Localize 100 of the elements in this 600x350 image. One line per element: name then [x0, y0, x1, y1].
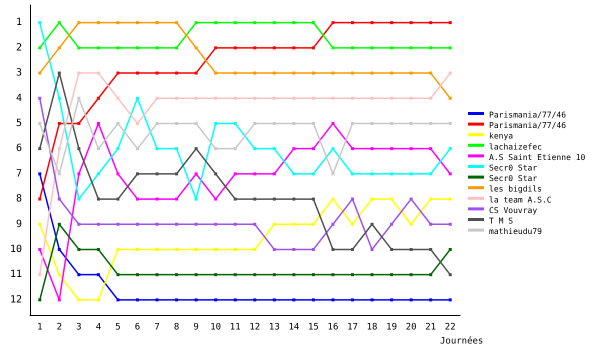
point	[429, 273, 432, 276]
point	[351, 72, 354, 75]
x-tick-label: 1	[37, 322, 42, 332]
point	[292, 298, 296, 302]
point	[292, 198, 296, 201]
point	[116, 72, 120, 75]
x-tick-label: 2	[56, 322, 62, 332]
point	[234, 147, 237, 150]
point	[253, 122, 256, 125]
point	[410, 147, 413, 150]
legend-label: lachaizefec	[489, 142, 542, 152]
point	[77, 72, 80, 75]
point	[253, 46, 256, 50]
point	[116, 172, 120, 176]
point	[272, 21, 276, 24]
y-tick-label: 3	[16, 68, 22, 79]
point	[234, 21, 237, 24]
point	[234, 72, 237, 75]
point	[77, 273, 80, 276]
point	[234, 96, 237, 100]
point	[253, 198, 256, 201]
point	[448, 96, 452, 100]
y-tick-label: 1	[16, 17, 22, 28]
point	[370, 96, 374, 100]
point	[214, 46, 218, 50]
point	[272, 72, 276, 75]
point	[96, 147, 100, 150]
point	[96, 273, 100, 276]
point	[448, 21, 452, 24]
point	[156, 298, 159, 302]
x-tick-label: 4	[96, 322, 102, 332]
x-tick-label: 12	[249, 322, 260, 332]
point	[351, 46, 354, 50]
point	[116, 248, 120, 251]
point	[214, 222, 218, 226]
y-tick-label: 6	[16, 143, 22, 154]
point	[429, 222, 432, 226]
point	[38, 96, 42, 100]
point	[312, 147, 315, 150]
point	[156, 222, 159, 226]
point	[390, 21, 394, 24]
y-tick-label: 10	[10, 244, 22, 255]
point	[77, 96, 80, 100]
point	[253, 248, 256, 251]
point	[312, 222, 315, 226]
point	[448, 198, 452, 201]
point	[272, 46, 276, 50]
point	[194, 172, 198, 176]
point	[136, 147, 139, 150]
legend-label: Parismania/77/46	[489, 110, 566, 120]
line-series	[38, 21, 452, 100]
point	[77, 248, 80, 251]
x-tick-label: 8	[174, 322, 180, 332]
point	[351, 21, 354, 24]
point	[351, 222, 354, 226]
point	[116, 46, 120, 50]
point	[175, 273, 178, 276]
point	[390, 96, 394, 100]
legend-label: les bigdils	[489, 184, 542, 194]
x-tick-label: 16	[328, 322, 338, 332]
legend-label: T M S	[489, 216, 514, 226]
point	[253, 273, 256, 276]
point	[136, 273, 139, 276]
point	[292, 222, 296, 226]
y-tick-label: 8	[16, 194, 22, 205]
point	[214, 96, 218, 100]
point	[175, 248, 178, 251]
point	[312, 72, 315, 75]
x-tick-label: 5	[115, 322, 121, 332]
point	[214, 298, 218, 302]
point	[58, 21, 61, 24]
point	[410, 122, 413, 125]
point	[370, 147, 374, 150]
point	[116, 222, 120, 226]
point	[351, 273, 354, 276]
point	[194, 21, 198, 24]
point	[312, 21, 315, 24]
point	[38, 298, 42, 302]
point	[38, 72, 42, 75]
point	[253, 222, 256, 226]
point	[390, 198, 394, 201]
legend-label: CS Vouvray	[489, 206, 538, 215]
point	[351, 172, 354, 176]
line-series	[38, 72, 452, 276]
point	[156, 248, 159, 251]
point	[312, 122, 315, 125]
point	[410, 248, 413, 251]
point	[38, 273, 42, 276]
point	[116, 198, 120, 201]
point	[429, 198, 432, 201]
point	[96, 222, 100, 226]
point	[136, 96, 139, 100]
point	[410, 298, 413, 302]
point	[390, 222, 394, 226]
point	[410, 72, 413, 75]
point	[234, 222, 237, 226]
point	[272, 248, 276, 251]
point	[390, 298, 394, 302]
point	[214, 172, 218, 176]
point	[77, 298, 80, 302]
